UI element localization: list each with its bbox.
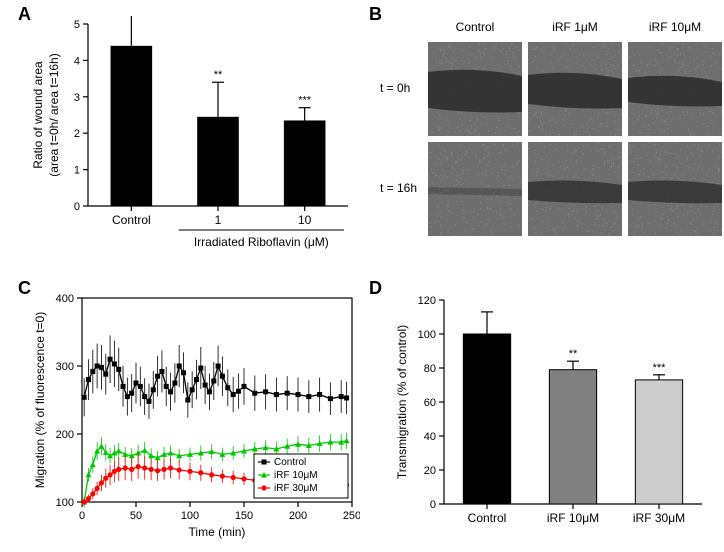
svg-text:(area t=0h/ area t=16h): (area t=0h/ area t=16h) bbox=[47, 53, 61, 176]
svg-text:Control: Control bbox=[112, 213, 151, 227]
svg-text:Control: Control bbox=[274, 457, 306, 468]
panel-d-label: D bbox=[369, 278, 382, 299]
svg-text:200: 200 bbox=[56, 429, 74, 441]
svg-text:120: 120 bbox=[418, 295, 436, 307]
svg-text:250: 250 bbox=[343, 510, 360, 522]
panel-a-chart: 0 1 2 3 4 5 Ratio of wound area(area t=0h/ are… bbox=[30, 16, 360, 266]
svg-text:1: 1 bbox=[215, 213, 222, 227]
panel-b-row-label: t = 16h bbox=[380, 181, 417, 195]
panel-d-chart: 0 20 40 60 80 100 120 Transmigration (% of cont… bbox=[390, 290, 710, 542]
svg-text:Irradiated Riboflavin (μM): Irradiated Riboflavin (μM) bbox=[194, 235, 329, 249]
svg-text:Control: Control bbox=[468, 511, 507, 525]
svg-text:400: 400 bbox=[56, 293, 74, 305]
svg-text:***: *** bbox=[653, 362, 667, 374]
svg-text:0: 0 bbox=[430, 499, 436, 511]
svg-text:***: *** bbox=[298, 95, 312, 107]
svg-text:1: 1 bbox=[74, 165, 80, 177]
svg-text:20: 20 bbox=[424, 465, 436, 477]
svg-text:150: 150 bbox=[235, 510, 253, 522]
svg-text:iRF 30μM: iRF 30μM bbox=[633, 511, 685, 525]
svg-text:100: 100 bbox=[56, 497, 74, 509]
svg-text:100: 100 bbox=[418, 329, 436, 341]
svg-text:**: ** bbox=[214, 69, 223, 81]
svg-text:200: 200 bbox=[289, 510, 307, 522]
panel-b-row-label: t = 0h bbox=[380, 81, 410, 95]
svg-text:4: 4 bbox=[74, 55, 80, 67]
svg-text:0: 0 bbox=[74, 201, 80, 213]
panel-b-image bbox=[528, 42, 622, 136]
panel-c-chart: 0 50 100 150 200 250 100 200 300 400 Time (min) Mig… bbox=[30, 290, 360, 542]
panel-b-image bbox=[428, 42, 522, 136]
svg-text:0: 0 bbox=[79, 510, 85, 522]
panel-b-image bbox=[428, 142, 522, 236]
panel-b-label: B bbox=[369, 4, 382, 25]
svg-text:Ratio of wound area: Ratio of wound area bbox=[31, 61, 45, 169]
panel-b: ControliRF 1μMiRF 10μMt = 0ht = 16h bbox=[390, 20, 710, 260]
panel-b-col-label: iRF 10μM bbox=[628, 20, 722, 34]
panel-b-col-label: iRF 1μM bbox=[528, 20, 622, 34]
svg-text:50: 50 bbox=[130, 510, 142, 522]
panel-c: 0 50 100 150 200 250 100 200 300 400 Time (min) Mig… bbox=[30, 290, 360, 542]
svg-text:iRF 10μM: iRF 10μM bbox=[274, 470, 318, 481]
svg-text:Time (min): Time (min) bbox=[189, 525, 246, 539]
svg-text:iRF 10μM: iRF 10μM bbox=[547, 511, 599, 525]
panel-d: 0 20 40 60 80 100 120 Transmigration (% of cont… bbox=[390, 290, 710, 542]
panel-b-image bbox=[628, 42, 722, 136]
panel-b-col-label: Control bbox=[428, 20, 522, 34]
svg-text:10: 10 bbox=[298, 213, 312, 227]
svg-text:40: 40 bbox=[424, 431, 436, 443]
svg-text:Transmigration (% of control): Transmigration (% of control) bbox=[395, 325, 409, 479]
svg-text:3: 3 bbox=[74, 92, 80, 104]
panel-a: 0 1 2 3 4 5 Ratio of wound area(area t=0h/ are… bbox=[30, 16, 360, 266]
svg-text:iRF 30μM: iRF 30μM bbox=[274, 483, 318, 494]
svg-text:2: 2 bbox=[74, 128, 80, 140]
svg-text:Migration (% of fluorescence t: Migration (% of fluorescence t=0) bbox=[33, 312, 47, 488]
svg-text:5: 5 bbox=[74, 19, 80, 31]
svg-text:80: 80 bbox=[424, 363, 436, 375]
svg-text:60: 60 bbox=[424, 397, 436, 409]
panel-b-image bbox=[628, 142, 722, 236]
svg-text:300: 300 bbox=[56, 361, 74, 373]
panel-b-image bbox=[528, 142, 622, 236]
svg-text:100: 100 bbox=[181, 510, 199, 522]
svg-text:**: ** bbox=[569, 348, 578, 360]
